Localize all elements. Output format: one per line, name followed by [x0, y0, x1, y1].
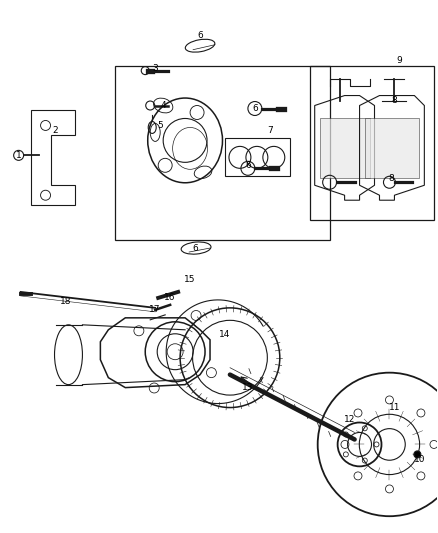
- Text: 13: 13: [242, 383, 254, 392]
- Text: 6: 6: [245, 161, 251, 170]
- Text: 6: 6: [192, 244, 198, 253]
- Text: 8: 8: [389, 174, 394, 183]
- Bar: [310, 66, 434, 220]
- Text: 8: 8: [392, 96, 397, 105]
- Text: 4: 4: [160, 101, 166, 110]
- Text: 10: 10: [413, 455, 425, 464]
- Text: 17: 17: [149, 305, 161, 314]
- Text: 15: 15: [184, 276, 196, 285]
- Text: 3: 3: [152, 64, 158, 73]
- Text: 12: 12: [344, 415, 355, 424]
- Text: 11: 11: [389, 403, 400, 412]
- Text: 6: 6: [252, 104, 258, 113]
- Text: 14: 14: [219, 330, 231, 340]
- Circle shape: [414, 451, 421, 458]
- Text: 2: 2: [53, 126, 58, 135]
- Text: 5: 5: [157, 121, 163, 130]
- Bar: [225, 139, 290, 176]
- Text: 7: 7: [267, 126, 273, 135]
- Text: 1: 1: [16, 151, 21, 160]
- Text: 9: 9: [396, 56, 402, 65]
- Bar: [364, 118, 419, 178]
- Text: 6: 6: [197, 31, 203, 40]
- Text: 16: 16: [164, 293, 176, 302]
- Bar: [320, 118, 370, 178]
- Bar: [115, 66, 330, 240]
- Text: 18: 18: [60, 297, 71, 306]
